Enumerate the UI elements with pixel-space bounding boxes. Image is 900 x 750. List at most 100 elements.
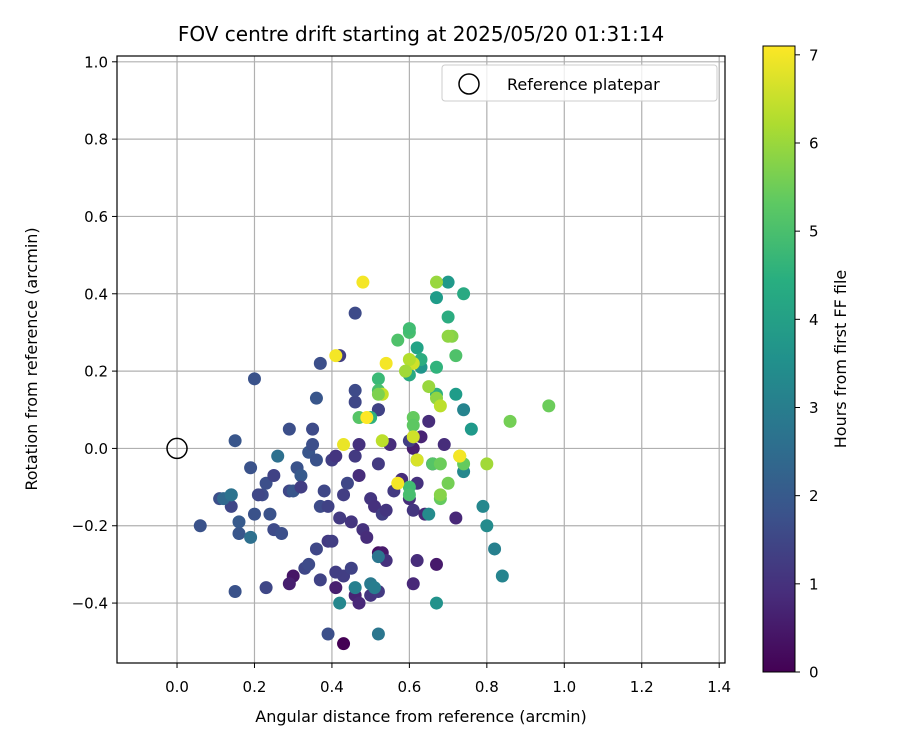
data-point xyxy=(441,476,455,490)
data-point xyxy=(371,550,385,564)
data-point xyxy=(410,554,424,568)
data-point xyxy=(410,453,424,467)
y-tick-label: −0.4 xyxy=(72,595,108,613)
data-point xyxy=(495,569,509,583)
data-point xyxy=(429,557,443,571)
data-point xyxy=(244,530,258,544)
data-point xyxy=(333,511,347,525)
data-point xyxy=(247,507,261,521)
data-point xyxy=(251,488,265,502)
data-point xyxy=(321,499,335,513)
data-point xyxy=(453,449,467,463)
data-point xyxy=(271,449,285,463)
data-point xyxy=(352,468,366,482)
data-point xyxy=(441,275,455,289)
data-point xyxy=(348,449,362,463)
legend-box xyxy=(441,64,718,102)
data-point xyxy=(275,526,289,540)
x-tick-label: 0.0 xyxy=(165,678,189,696)
y-tick-label: −0.2 xyxy=(72,517,108,535)
data-point xyxy=(259,581,273,595)
data-point xyxy=(402,322,416,336)
data-point xyxy=(344,561,358,575)
data-point xyxy=(429,291,443,305)
y-tick-label: 0.4 xyxy=(84,285,108,303)
data-point xyxy=(348,383,362,397)
data-point xyxy=(337,637,351,651)
data-point xyxy=(402,488,416,502)
colorbar-tick-label: 1 xyxy=(809,575,819,593)
x-tick-label: 1.2 xyxy=(630,678,654,696)
data-point xyxy=(193,519,207,533)
data-point xyxy=(282,577,296,591)
y-axis-ticks: −0.4 −0.2 0.0 0.2 0.4 0.6 0.8 1.0 xyxy=(72,53,117,613)
data-point xyxy=(449,349,463,363)
data-point xyxy=(267,468,281,482)
y-tick-label: 0.6 xyxy=(84,208,108,226)
data-point xyxy=(360,530,374,544)
data-point xyxy=(422,507,436,521)
data-point xyxy=(371,372,385,386)
data-point xyxy=(457,287,471,301)
legend-reference-marker xyxy=(458,73,480,95)
data-point xyxy=(368,581,382,595)
data-point xyxy=(406,503,420,517)
data-point xyxy=(302,557,316,571)
x-tick-label: 0.2 xyxy=(243,678,267,696)
data-point xyxy=(228,434,242,448)
data-point xyxy=(356,275,370,289)
x-tick-label: 1.0 xyxy=(552,678,576,696)
data-point xyxy=(309,453,323,467)
data-point xyxy=(402,353,416,366)
data-point xyxy=(348,306,362,320)
data-point xyxy=(480,457,494,471)
colorbar-tick-label: 0 xyxy=(809,664,819,682)
colorbar-tick-label: 5 xyxy=(809,223,819,241)
y-tick-label: 0.0 xyxy=(84,440,108,458)
y-tick-label: 0.8 xyxy=(84,131,108,149)
data-point xyxy=(352,596,366,610)
data-point xyxy=(317,484,331,498)
data-point xyxy=(406,418,420,432)
data-point xyxy=(232,526,246,540)
colorbar-tick-label: 3 xyxy=(809,399,819,417)
data-point xyxy=(321,627,335,641)
scatter-points xyxy=(193,275,556,651)
colorbar-tick-label: 6 xyxy=(809,134,819,152)
colorbar-tick-label: 2 xyxy=(809,487,819,505)
data-point xyxy=(348,395,362,409)
y-tick-label: 1.0 xyxy=(84,53,108,71)
x-axis-label: Angular distance from reference (arcmin) xyxy=(255,707,586,726)
data-point xyxy=(294,480,308,494)
data-point xyxy=(228,584,242,598)
data-point xyxy=(329,581,343,595)
data-point xyxy=(433,399,447,413)
x-tick-label: 0.8 xyxy=(475,678,499,696)
colorbar-ticks: 0 1 2 3 4 5 6 7 xyxy=(795,46,819,682)
data-point xyxy=(449,387,463,401)
data-point xyxy=(449,511,463,525)
data-point xyxy=(306,438,320,452)
data-point xyxy=(263,507,277,521)
data-point xyxy=(480,519,494,533)
data-point xyxy=(313,356,327,370)
data-point xyxy=(340,476,354,490)
data-point xyxy=(437,438,451,452)
data-point xyxy=(406,430,420,444)
data-point xyxy=(457,403,471,417)
x-tick-label: 0.4 xyxy=(320,678,344,696)
data-point xyxy=(333,596,347,610)
data-point xyxy=(429,360,443,374)
data-point xyxy=(422,414,436,428)
data-point xyxy=(399,364,413,378)
data-point xyxy=(503,414,517,428)
data-point xyxy=(282,422,296,436)
data-point xyxy=(247,372,261,386)
reference-point xyxy=(166,437,188,460)
data-point xyxy=(224,488,238,502)
data-point xyxy=(309,542,323,556)
data-point xyxy=(360,410,374,424)
grid xyxy=(117,56,725,663)
data-point xyxy=(244,461,258,475)
